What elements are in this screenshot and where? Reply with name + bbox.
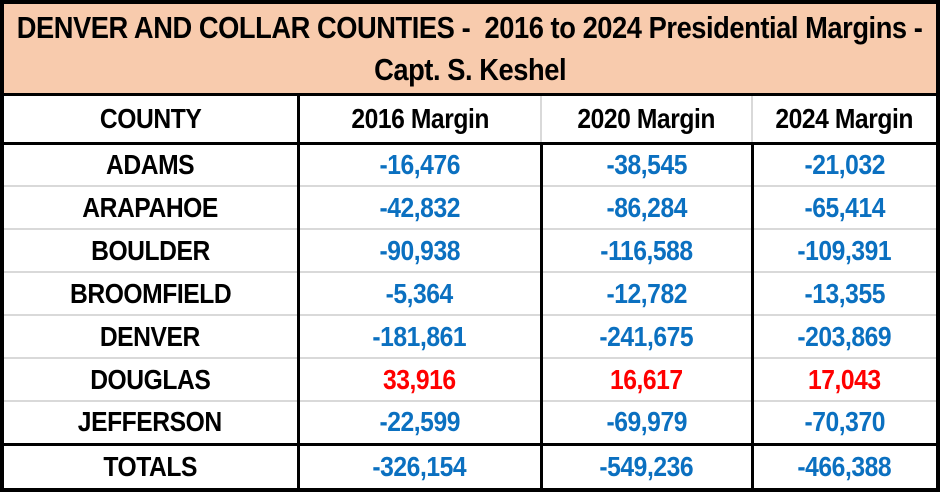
margin-cell-2020: -38,545 [539, 143, 752, 187]
margin-value: -5,364 [385, 277, 454, 309]
county-label: ARAPAHOE [82, 191, 219, 223]
totals-value: -549,236 [599, 450, 694, 482]
margin-cell-2016: -5,364 [298, 272, 541, 316]
county-label: BROOMFIELD [69, 277, 232, 309]
margin-cell-2020: -69,979 [539, 401, 752, 445]
margin-cell-2020: -86,284 [539, 186, 752, 230]
county-cell: ARAPAHOE [4, 186, 300, 230]
county-label: DOUGLAS [90, 363, 211, 395]
column-header-county: COUNTY [4, 96, 300, 145]
totals-label: TOTALS [103, 450, 198, 482]
margin-cell-2016: -42,832 [298, 186, 541, 230]
margin-cell-2024: -13,355 [750, 272, 936, 316]
margin-cell-2024: -109,391 [750, 229, 936, 273]
margin-value: -86,284 [606, 191, 687, 223]
margin-value: -116,588 [600, 234, 693, 266]
county-cell: DENVER [4, 315, 300, 359]
table-title-band: DENVER AND COLLAR COUNTIES - 2016 to 202… [4, 4, 936, 96]
county-cell: BROOMFIELD [4, 272, 300, 316]
margin-value: -16,476 [379, 148, 460, 180]
column-header-2016-margin: 2016 Margin [298, 96, 541, 145]
margin-value: -65,414 [804, 191, 886, 223]
margin-value: -12,782 [606, 277, 687, 309]
county-label: JEFFERSON [78, 406, 223, 438]
column-header-label: 2024 Margin [775, 102, 914, 134]
margin-cell-2024: -203,869 [750, 315, 936, 359]
margin-value: 33,916 [383, 363, 456, 395]
margin-value: 17,043 [808, 363, 882, 395]
table-row-douglas: DOUGLAS 33,916 16,617 17,043 [4, 358, 936, 402]
table-row-denver: DENVER -181,861 -241,675 -203,869 [4, 315, 936, 359]
table-row-adams: ADAMS -16,476 -38,545 -21,032 [4, 143, 936, 187]
margin-cell-2020: -241,675 [539, 315, 752, 359]
totals-cell-2024: -466,388 [750, 442, 936, 488]
margin-cell-2016: -181,861 [298, 315, 541, 359]
margin-value: -109,391 [797, 234, 892, 266]
margin-cell-2016: -16,476 [298, 143, 541, 187]
margins-table: COUNTY 2016 Margin 2020 Margin 2024 Marg… [4, 96, 936, 488]
margin-cell-2020: 16,617 [539, 358, 752, 402]
margin-value: -90,938 [379, 234, 460, 266]
county-cell: DOUGLAS [4, 358, 300, 402]
table-row-broomfield: BROOMFIELD -5,364 -12,782 -13,355 [4, 272, 936, 316]
county-label: BOULDER [90, 234, 210, 266]
margin-value: -22,599 [379, 406, 460, 438]
table-title-line2: Capt. S. Keshel [373, 51, 567, 87]
margin-value: -70,370 [804, 406, 886, 438]
margin-cell-2024: 17,043 [750, 358, 936, 402]
margin-value: -42,832 [379, 191, 460, 223]
margin-cell-2024: -65,414 [750, 186, 936, 230]
margin-value: -181,861 [372, 320, 467, 352]
county-cell: ADAMS [4, 143, 300, 187]
totals-value: -466,388 [797, 450, 892, 482]
column-header-row: COUNTY 2016 Margin 2020 Margin 2024 Marg… [4, 96, 936, 145]
margin-value: -241,675 [599, 320, 694, 352]
margin-cell-2016: -22,599 [298, 401, 541, 445]
totals-value: -326,154 [372, 450, 467, 482]
margin-value: -13,355 [804, 277, 886, 309]
table-row-boulder: BOULDER -90,938 -116,588 -109,391 [4, 229, 936, 273]
margin-cell-2024: -21,032 [750, 143, 936, 187]
column-header-label: COUNTY [99, 102, 202, 134]
column-header-2020-margin: 2020 Margin [540, 96, 752, 145]
county-label: DENVER [100, 320, 201, 352]
column-header-label: 2020 Margin [577, 102, 716, 134]
totals-label-cell: TOTALS [4, 442, 300, 488]
column-header-2024-margin: 2024 Margin [751, 96, 936, 145]
margin-cell-2016: -90,938 [298, 229, 541, 273]
county-cell: BOULDER [4, 229, 300, 273]
margin-value: -203,869 [797, 320, 892, 352]
totals-row: TOTALS -326,154 -549,236 -466,388 [4, 442, 936, 488]
margin-cell-2024: -70,370 [750, 401, 936, 445]
county-label: ADAMS [106, 148, 195, 180]
margin-value: -21,032 [804, 148, 886, 180]
table-title-line1: DENVER AND COLLAR COUNTIES - 2016 to 202… [17, 9, 923, 45]
margin-value: -38,545 [606, 148, 687, 180]
margin-cell-2020: -116,588 [539, 229, 752, 273]
margin-cell-2016: 33,916 [298, 358, 541, 402]
table-row-arapahoe: ARAPAHOE -42,832 -86,284 -65,414 [4, 186, 936, 230]
column-header-label: 2016 Margin [350, 102, 489, 134]
totals-cell-2020: -549,236 [539, 442, 752, 488]
totals-cell-2016: -326,154 [298, 442, 541, 488]
county-cell: JEFFERSON [4, 401, 300, 445]
margin-value: 16,617 [610, 363, 683, 395]
margin-cell-2020: -12,782 [539, 272, 752, 316]
margin-value: -69,979 [606, 406, 687, 438]
table-row-jefferson: JEFFERSON -22,599 -69,979 -70,370 [4, 401, 936, 445]
